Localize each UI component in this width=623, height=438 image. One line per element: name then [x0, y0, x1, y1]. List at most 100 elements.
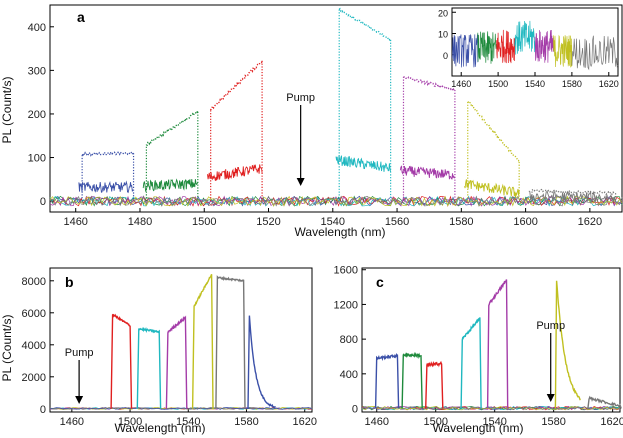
- panel-b-plot: 1460 1500 1540 1580 1620 0 2000 4000 6000 8000 Pum…: [22, 267, 317, 428]
- panel-a-xlabel: Wavelength (nm): [295, 225, 386, 239]
- a-series-13: [528, 190, 617, 203]
- a-ytick-label-1: 100: [28, 153, 46, 165]
- inset-ytick-label-0: 0: [443, 51, 448, 61]
- inset-series-1: [477, 31, 497, 64]
- inset-series-0: [451, 33, 479, 68]
- a-pump-arrow-label: Pump: [286, 92, 315, 104]
- b-ytick-label-3: 6000: [22, 308, 46, 320]
- a-xtick-label-1: 1480: [128, 216, 152, 228]
- a-xtick-label-2: 1500: [192, 216, 216, 228]
- b-pump-arrow-label: Pump: [65, 347, 94, 359]
- inset-ytick-label-2: 20: [438, 8, 448, 18]
- inset-series-2: [495, 29, 516, 64]
- b-series-3: [191, 273, 214, 409]
- inset-series-6: [571, 35, 619, 71]
- a-xtick-label-5: 1560: [385, 216, 409, 228]
- inset-xtick-label-3: 1580: [562, 79, 582, 89]
- panel-a-plot: 1460 1480 1500 1520 1540 1560 1580 1600 16200100…: [28, 4, 623, 228]
- c-series-0: [374, 352, 400, 409]
- a-series-2: [210, 61, 263, 111]
- a-baseline-noise-6: [49, 195, 623, 207]
- b-frame: [49, 267, 313, 413]
- c-ytick-label-0: 0: [352, 404, 358, 416]
- b-series-4: [215, 275, 246, 409]
- c-xtick-label-1: 1500: [423, 416, 447, 428]
- b-xtick-label-0: 1460: [60, 416, 84, 428]
- c-xtick-label-2: 1540: [482, 416, 506, 428]
- b-ytick-label-4: 8000: [22, 276, 46, 288]
- inset-xtick-label-4: 1620: [599, 79, 619, 89]
- inset-xtick-label-2: 1540: [525, 79, 545, 89]
- c-xtick-label-4: 1620: [600, 416, 623, 428]
- c-series-6: [587, 395, 622, 409]
- panel-b-label: b: [65, 274, 74, 290]
- inset-xtick-label-1: 1500: [488, 79, 508, 89]
- a-ytick-label-4: 400: [28, 22, 46, 34]
- c-series-2: [425, 360, 444, 409]
- a-series-4: [403, 76, 456, 93]
- a-ytick-label-3: 300: [28, 65, 46, 77]
- c-frame: [361, 267, 621, 413]
- a-ytick-label-2: 200: [28, 109, 46, 121]
- b-xtick-label-3: 1580: [234, 416, 258, 428]
- b-series-0: [110, 313, 133, 409]
- b-baseline-noise-5: [49, 407, 313, 410]
- a-frame: [49, 4, 623, 213]
- b-pump-arrow-head: [75, 396, 84, 404]
- c-pump-arrow-label: Pump: [536, 320, 565, 332]
- c-series-5: [554, 280, 581, 409]
- a-ytick-label-0: 0: [40, 196, 46, 208]
- c-baseline-noise-6: [361, 406, 621, 411]
- inset-series-4: [534, 29, 554, 63]
- b-ytick-label-1: 2000: [22, 372, 46, 384]
- a-series-10: [335, 155, 392, 173]
- b-ytick-label-0: 0: [40, 404, 46, 416]
- c-ytick-label-1: 400: [340, 369, 358, 381]
- c-pump-arrow-head: [546, 394, 555, 402]
- a-series-12: [464, 179, 520, 197]
- a-pump-arrow-head: [296, 178, 305, 186]
- b-xtick-label-1: 1500: [118, 416, 142, 428]
- panel-a-label: a: [77, 9, 85, 25]
- a-series-0: [81, 150, 134, 157]
- panel-c-label: c: [376, 274, 384, 290]
- a-series-1: [146, 110, 199, 147]
- panel-c-xlabel: Wavelength (nm): [433, 421, 524, 435]
- a-series-7: [78, 180, 134, 194]
- panel-a-ylabel: PL (Count/s): [0, 77, 14, 144]
- inset-xtick-label-0: 1460: [451, 79, 471, 89]
- a-series-9: [207, 163, 263, 181]
- a-xtick-label-7: 1600: [513, 216, 537, 228]
- c-xtick-label-0: 1460: [365, 416, 389, 428]
- panel-b-ylabel: PL (Count/s): [0, 315, 14, 382]
- inset-ytick-label-1: 10: [438, 30, 448, 40]
- c-ytick-label-4: 1600: [334, 265, 358, 277]
- b-series-2: [165, 315, 188, 409]
- panel-c-plot: 1460 1500 1540 1580 1620 0 400 800 1200 1600 Pump: [334, 265, 623, 428]
- b-series-1: [136, 326, 162, 409]
- inset-series-5: [553, 34, 573, 68]
- panel-a-inset-plot: 1460 1500 1540 1580 1620 0 10 20: [438, 7, 619, 89]
- panel-b-xlabel: Wavelength (nm): [115, 421, 206, 435]
- c-ytick-label-2: 800: [340, 334, 358, 346]
- inset-series-3: [514, 20, 536, 55]
- a-series-11: [399, 165, 456, 180]
- a-series-8: [142, 178, 199, 193]
- a-series-6: [531, 188, 616, 196]
- c-series-3: [460, 317, 482, 409]
- a-series-3: [338, 7, 391, 41]
- c-series-1: [401, 351, 423, 409]
- b-xtick-label-4: 1620: [292, 416, 316, 428]
- b-series-5: [247, 315, 276, 409]
- c-series-4: [486, 279, 509, 409]
- a-xtick-label-0: 1460: [63, 216, 87, 228]
- a-xtick-label-6: 1580: [449, 216, 473, 228]
- c-xtick-label-3: 1580: [541, 416, 565, 428]
- a-xtick-label-4: 1540: [321, 216, 345, 228]
- a-series-5: [467, 101, 520, 163]
- b-xtick-label-2: 1540: [176, 416, 200, 428]
- b-ytick-label-2: 4000: [22, 340, 46, 352]
- a-xtick-label-8: 1620: [578, 216, 602, 228]
- c-ytick-label-3: 1200: [334, 299, 358, 311]
